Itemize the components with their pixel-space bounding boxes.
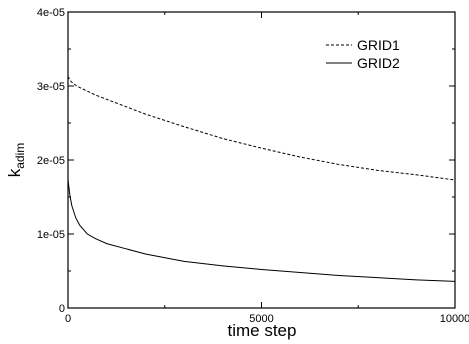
y-tick-label: 1e-05 [37,229,65,241]
y-tick-label: 2e-05 [37,155,65,167]
x-tick-label: 0 [65,313,71,325]
legend: GRID1 GRID2 [326,37,400,71]
x-tick-label: 5000 [249,313,273,325]
y-axis-title-main: k [5,168,24,177]
y-tick-label: 3e-05 [37,81,65,93]
x-axis-title: time step [228,321,297,340]
legend-label: GRID1 [357,37,400,53]
series-line-grid2 [67,179,456,282]
y-axis-title: kadim [5,143,27,178]
y-tick-label: 0 [59,303,65,315]
y-axis-title-subscript: adim [13,143,27,169]
axis-ticks: 0 5000 10000 0 1e-05 2e-05 3e-05 4e-05 [37,7,469,325]
y-tick-label: 4e-05 [37,7,65,19]
legend-label: GRID2 [357,55,400,71]
series-lines [67,76,456,282]
x-tick-label: 10000 [440,313,469,325]
series-line-grid1 [67,76,456,181]
